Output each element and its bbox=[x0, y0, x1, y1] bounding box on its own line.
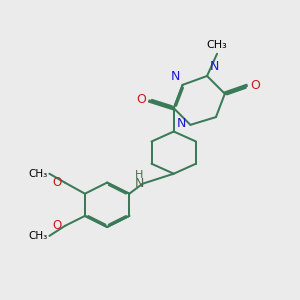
Text: N: N bbox=[134, 177, 144, 190]
Text: H: H bbox=[135, 170, 143, 180]
Text: CH₃: CH₃ bbox=[28, 169, 47, 179]
Text: CH₃: CH₃ bbox=[207, 40, 227, 50]
Text: N: N bbox=[210, 60, 219, 73]
Text: O: O bbox=[52, 176, 62, 189]
Text: O: O bbox=[52, 219, 62, 232]
Text: N: N bbox=[171, 70, 180, 83]
Text: O: O bbox=[250, 80, 260, 92]
Text: N: N bbox=[176, 117, 186, 130]
Text: CH₃: CH₃ bbox=[28, 231, 47, 241]
Text: O: O bbox=[136, 93, 146, 106]
